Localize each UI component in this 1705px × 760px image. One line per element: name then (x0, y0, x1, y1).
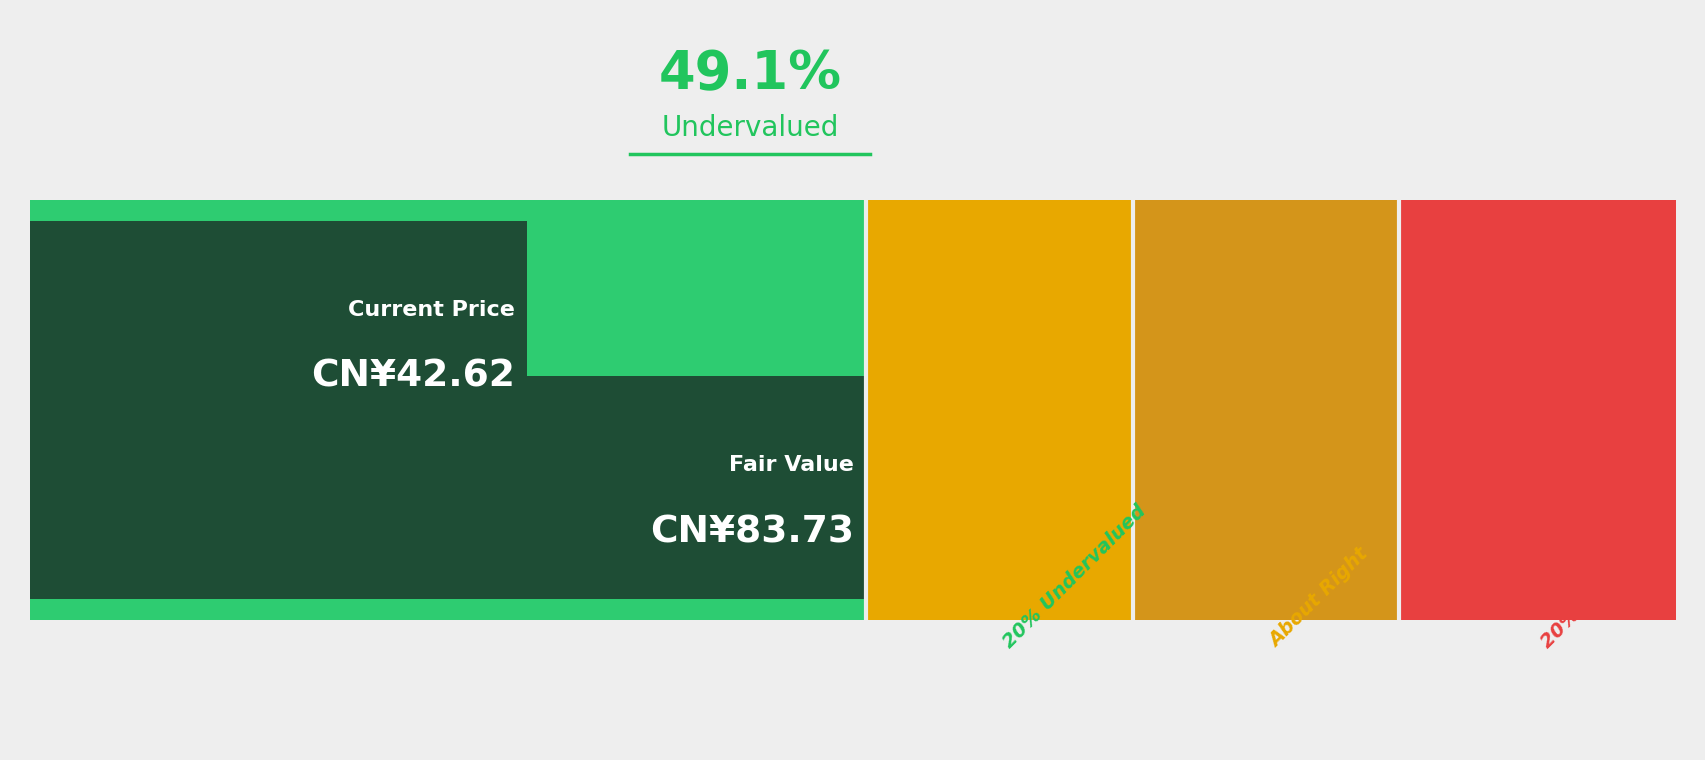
Bar (866, 200, 1132, 620)
Text: Undervalued: Undervalued (662, 114, 839, 142)
Bar (31, 200, 866, 620)
Text: 20% Undervalued: 20% Undervalued (999, 501, 1149, 651)
Bar (31, 221, 527, 444)
Bar (31, 376, 866, 599)
Text: About Right: About Right (1265, 545, 1373, 651)
Text: Current Price: Current Price (348, 300, 515, 320)
Text: 20% Overvalued: 20% Overvalued (1536, 511, 1678, 651)
Bar (1132, 200, 1398, 620)
Text: Fair Value: Fair Value (728, 455, 854, 476)
Bar (1398, 200, 1674, 620)
Text: CN¥42.62: CN¥42.62 (310, 359, 515, 395)
Text: CN¥83.73: CN¥83.73 (650, 515, 854, 550)
Text: 49.1%: 49.1% (658, 48, 841, 100)
